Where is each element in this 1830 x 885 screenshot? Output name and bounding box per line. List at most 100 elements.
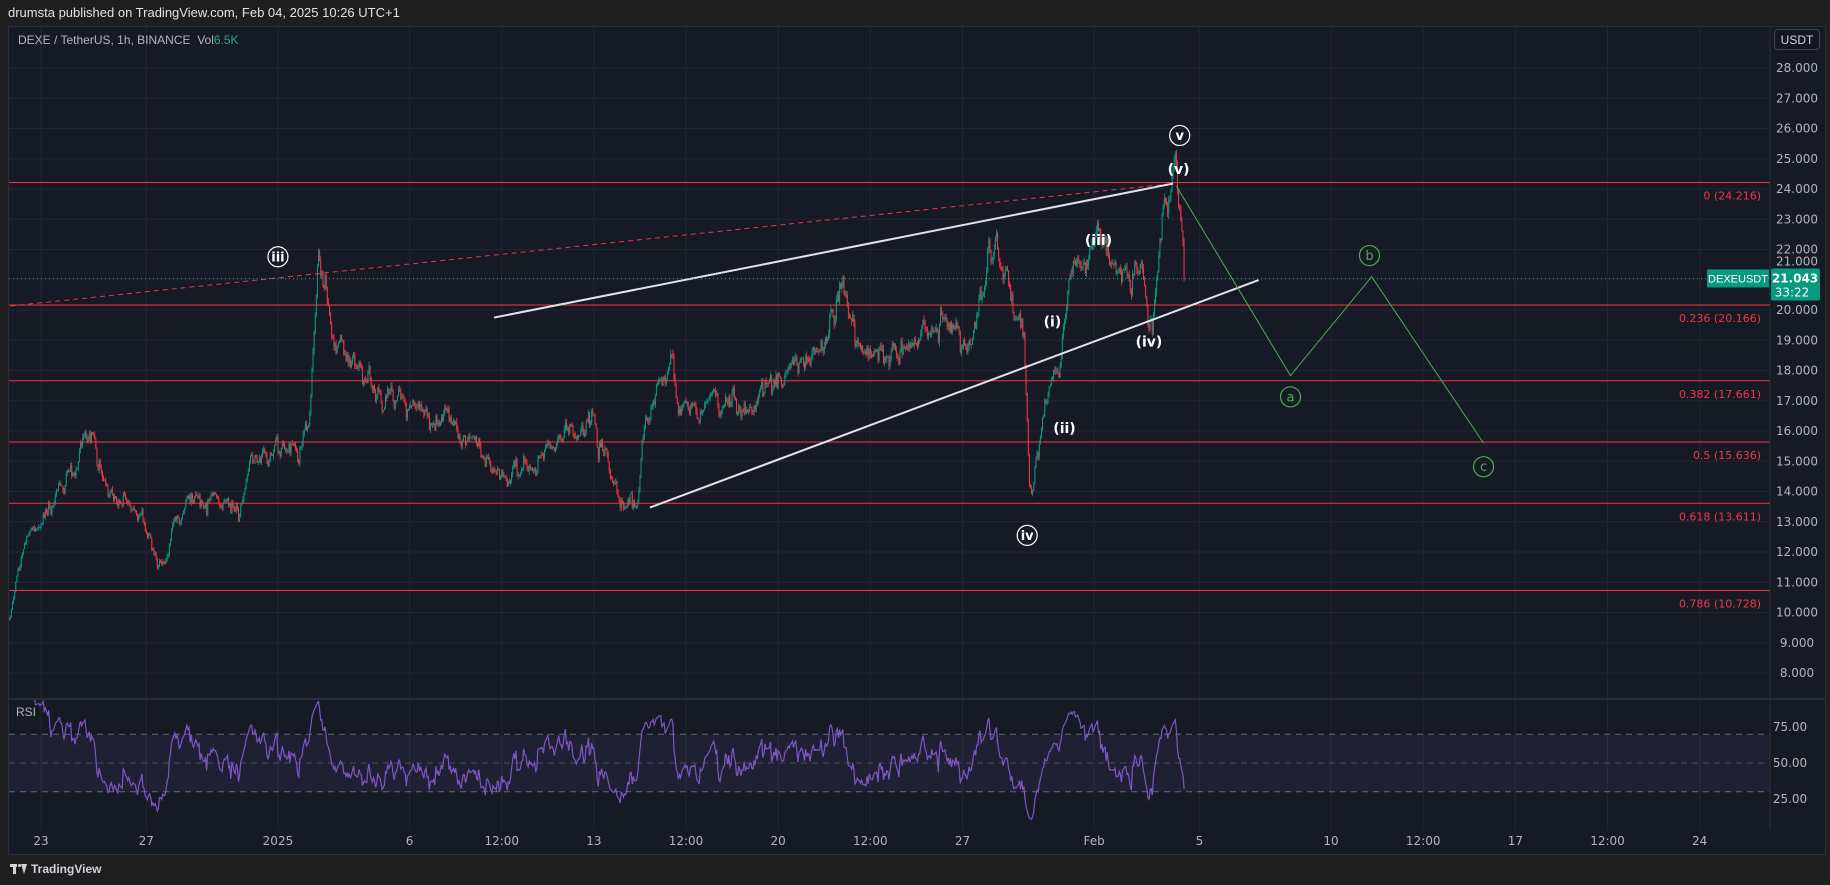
- candle-body: [1078, 258, 1080, 262]
- channel-upper-trendline[interactable]: [493, 182, 1174, 319]
- candle-body: [392, 389, 394, 401]
- candle-body: [1080, 263, 1082, 269]
- candle-body: [66, 470, 68, 474]
- candle-body: [226, 498, 228, 500]
- elliott-wave-label[interactable]: (i): [1044, 315, 1062, 331]
- candle-body: [701, 412, 703, 414]
- candle-body: [946, 321, 948, 327]
- elliott-wave-label[interactable]: b: [1365, 249, 1373, 264]
- candle-body: [422, 408, 424, 411]
- chart-panel[interactable]: [8, 26, 1826, 855]
- currency-button[interactable]: USDT: [1774, 29, 1820, 50]
- abc-projection-path[interactable]: [1175, 185, 1484, 444]
- candle-body: [69, 471, 71, 473]
- rsi-indicator-label[interactable]: RSI: [16, 705, 37, 719]
- candle-body: [206, 503, 208, 515]
- candle-body: [506, 478, 508, 487]
- axes[interactable]: 28.000 27.000 26.000 25.000 24.000 23.000 22.0…: [33, 61, 1818, 848]
- candle-body: [318, 251, 320, 267]
- candle-body: [168, 544, 170, 556]
- candle-body: [117, 502, 119, 506]
- candle-body: [490, 462, 492, 470]
- candle-body: [187, 495, 189, 499]
- price-tick-label: 23.000: [1776, 212, 1818, 226]
- chart-legend[interactable]: DEXE / TetherUS, 1h, BINANCE Vol6.5K: [18, 33, 239, 47]
- candle-body: [571, 424, 573, 427]
- candle-body: [536, 473, 538, 476]
- candle-body: [899, 350, 901, 365]
- candle-body: [194, 498, 196, 503]
- candles: [9, 149, 1185, 621]
- elliott-wave-label[interactable]: (iv): [1136, 335, 1163, 351]
- dashed-resistance-trendline[interactable]: [2, 183, 1174, 307]
- candle-body: [15, 582, 17, 593]
- candle-body: [240, 505, 242, 517]
- candle-body: [461, 440, 463, 446]
- candle-body: [957, 326, 959, 329]
- candle-body: [880, 345, 882, 351]
- candle-body: [343, 340, 345, 355]
- candle-body: [800, 358, 802, 362]
- candle-body: [951, 323, 953, 333]
- candle-body: [868, 348, 870, 358]
- candle-body: [808, 358, 810, 360]
- elliott-wave-label[interactable]: v: [1175, 129, 1184, 144]
- candle-body: [299, 447, 301, 464]
- elliott-wave-label[interactable]: iii: [271, 250, 284, 265]
- wave-label-circle: [1279, 386, 1302, 408]
- candle-body: [1178, 190, 1180, 207]
- candle-body: [334, 342, 336, 347]
- price-tick-label: 15.000: [1776, 454, 1818, 468]
- candle-body: [36, 529, 38, 531]
- elliott-wave-label[interactable]: (v): [1168, 162, 1190, 178]
- elliott-wave-label[interactable]: (iii): [1085, 233, 1112, 249]
- candle-body: [662, 379, 664, 386]
- candle-body: [51, 506, 53, 516]
- candle-body: [13, 598, 15, 603]
- candle-body: [794, 359, 796, 365]
- candle-body: [451, 422, 453, 425]
- candle-body: [384, 396, 386, 409]
- candle-body: [1049, 385, 1051, 387]
- candle-body: [281, 441, 283, 448]
- candle-body: [244, 488, 246, 493]
- symbol-label[interactable]: DEXE / TetherUS, 1h, BINANCE: [18, 33, 191, 47]
- candle-body: [737, 414, 739, 416]
- candle-body: [414, 402, 416, 406]
- candle-body: [390, 386, 392, 392]
- candle-body: [473, 436, 475, 439]
- elliott-wave-label[interactable]: iv: [1021, 529, 1034, 544]
- candle-body: [1105, 236, 1107, 252]
- elliott-wave-label[interactable]: (ii): [1053, 421, 1075, 437]
- candle-body: [457, 428, 459, 439]
- candle-body: [940, 309, 942, 324]
- channel-lower-trendline[interactable]: [649, 279, 1260, 509]
- candle-body: [27, 536, 29, 538]
- candle-body: [649, 420, 651, 423]
- candle-body: [56, 490, 58, 492]
- candle-body: [185, 501, 187, 508]
- candle-body: [397, 396, 399, 401]
- candle-body: [647, 418, 649, 422]
- candle-body: [88, 433, 90, 440]
- candle-body: [398, 388, 400, 397]
- candle-body: [1062, 326, 1064, 338]
- candle-body: [39, 527, 41, 528]
- candle-body: [670, 354, 672, 365]
- candle-body: [1047, 394, 1049, 404]
- candle-body: [959, 332, 961, 353]
- candle-body: [219, 502, 221, 507]
- tradingview-logo[interactable]: TradingView: [10, 862, 101, 876]
- candle-body: [948, 323, 950, 331]
- candle-body: [847, 305, 849, 317]
- elliott-wave-label[interactable]: c: [1480, 460, 1487, 475]
- candle-body: [972, 330, 974, 339]
- elliott-wave-label[interactable]: a: [1286, 390, 1294, 405]
- candle-body: [575, 436, 577, 440]
- candle-body: [901, 341, 903, 355]
- candle-body: [1031, 487, 1033, 495]
- candle-body: [716, 393, 718, 395]
- drawings[interactable]: 0 (24.216) 0.236 (20.166) 0.382 (17.661) 0.…: [2, 124, 1770, 610]
- candle-body: [529, 466, 531, 469]
